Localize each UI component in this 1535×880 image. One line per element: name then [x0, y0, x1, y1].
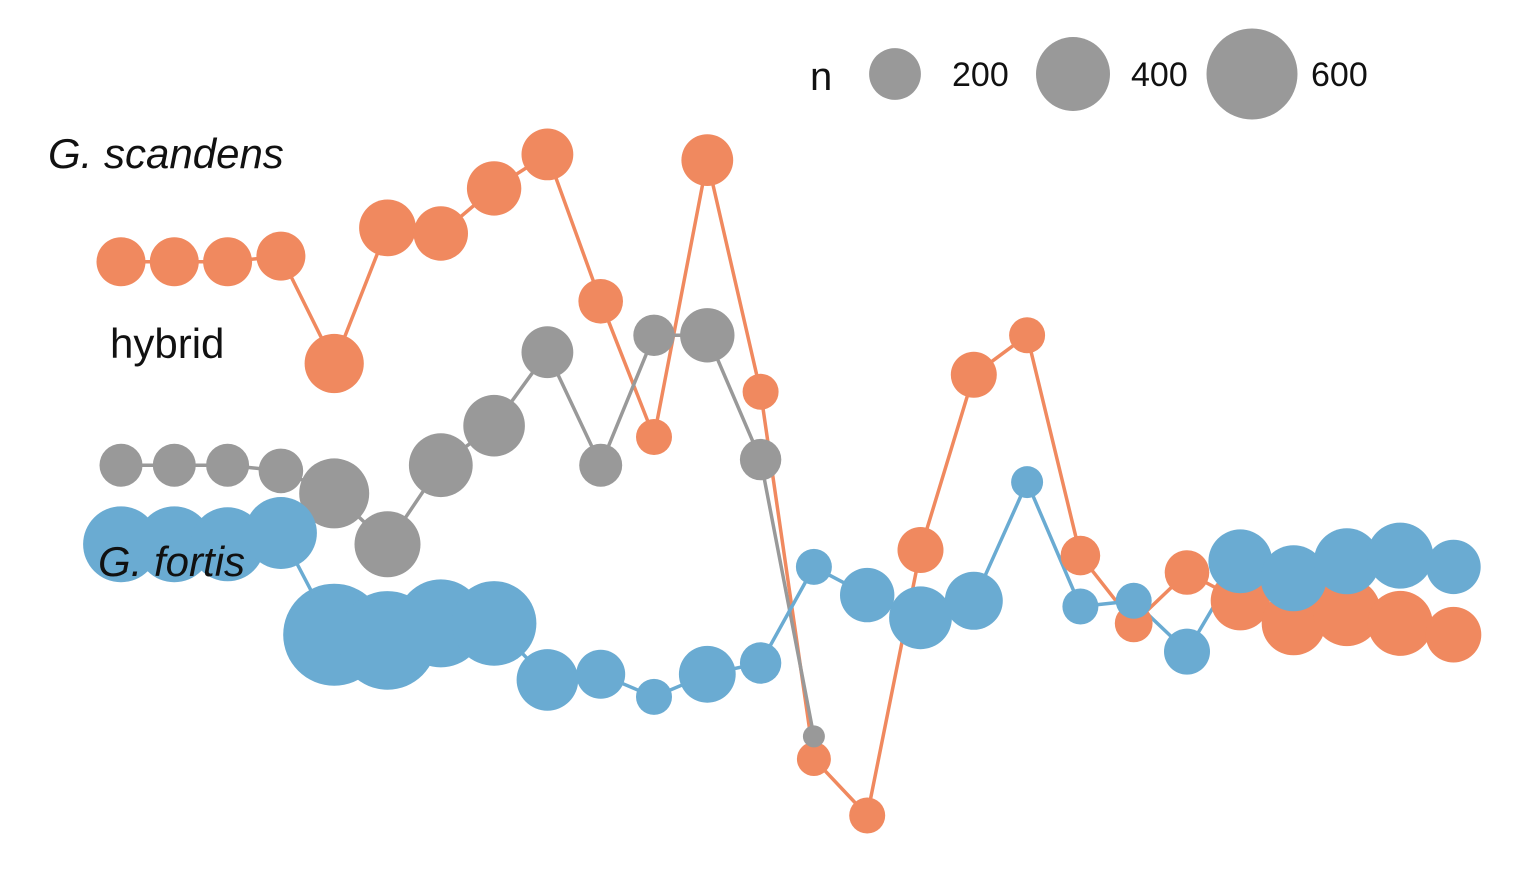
data-point-g-fortis-14 [795, 548, 832, 585]
data-point-g-scandens-9 [521, 128, 574, 181]
data-point-g-fortis-9 [516, 649, 579, 711]
data-point-hybrid-14 [802, 725, 825, 748]
data-point-g-fortis-4 [244, 497, 317, 569]
data-point-g-scandens-23 [1261, 591, 1326, 656]
series-label-g-fortis: G. fortis [98, 538, 245, 585]
data-point-g-fortis-8 [451, 581, 537, 666]
data-point-hybrid-8 [463, 394, 525, 457]
size-legend-circle-200 [869, 48, 921, 100]
data-point-g-fortis-16 [889, 586, 952, 650]
size-legend-circle-600 [1206, 28, 1298, 120]
data-point-g-fortis-26 [1426, 539, 1481, 595]
data-point-hybrid-6 [354, 511, 421, 578]
size-legend-title: n [810, 55, 832, 99]
data-point-g-fortis-15 [840, 567, 895, 623]
data-point-g-scandens-7 [413, 206, 468, 261]
data-point-g-scandens-25 [1367, 590, 1433, 656]
data-point-hybrid-13 [739, 438, 782, 481]
data-point-g-scandens-21 [1164, 550, 1210, 595]
data-point-g-fortis-11 [636, 678, 672, 715]
data-point-hybrid-5 [299, 458, 370, 529]
data-point-hybrid-9 [521, 326, 574, 379]
data-point-g-fortis-2 [136, 506, 213, 583]
size-legend-label-600: 600 [1311, 56, 1368, 94]
data-point-hybrid-3 [206, 443, 250, 487]
data-point-g-fortis-17 [944, 571, 1003, 630]
data-point-g-scandens-14 [796, 742, 831, 776]
data-point-g-fortis-12 [678, 645, 736, 703]
data-point-g-scandens-8 [466, 161, 522, 216]
series-label-g-scandens: G. scandens [48, 130, 284, 177]
data-point-hybrid-1 [99, 443, 143, 487]
data-point-g-scandens-1 [96, 237, 146, 287]
data-point-g-scandens-6 [359, 199, 416, 257]
data-point-hybrid-7 [408, 433, 473, 498]
series-points [83, 128, 1482, 834]
data-point-g-scandens-15 [849, 797, 886, 834]
data-point-g-scandens-26 [1425, 606, 1482, 663]
data-point-g-fortis-1 [83, 506, 159, 583]
data-point-g-fortis-25 [1367, 522, 1434, 589]
data-point-g-scandens-2 [149, 237, 199, 287]
size-legend-label-400: 400 [1131, 56, 1188, 94]
data-point-g-fortis-20 [1115, 582, 1152, 619]
data-point-g-scandens-5 [304, 333, 364, 394]
data-point-g-scandens-17 [950, 351, 997, 398]
data-point-hybrid-11 [633, 314, 675, 356]
data-point-g-fortis-13 [739, 642, 782, 684]
data-point-hybrid-4 [258, 448, 304, 494]
data-point-hybrid-12 [680, 308, 735, 363]
data-point-g-scandens-3 [203, 237, 253, 287]
data-point-g-fortis-23 [1260, 545, 1327, 612]
data-point-hybrid-10 [579, 443, 623, 487]
data-point-g-scandens-12 [681, 134, 734, 187]
data-point-g-fortis-18 [1011, 466, 1044, 499]
size-legend: n 200 400 600 [810, 28, 1368, 120]
data-point-g-scandens-16 [897, 527, 944, 573]
data-point-g-scandens-10 [578, 279, 623, 324]
data-point-g-scandens-18 [1009, 317, 1046, 354]
data-point-g-fortis-24 [1313, 528, 1380, 595]
size-legend-circle-400 [1036, 37, 1110, 111]
data-point-g-fortis-19 [1062, 588, 1099, 625]
data-point-g-scandens-11 [636, 419, 672, 455]
data-point-g-fortis-10 [576, 649, 626, 699]
data-point-g-scandens-24 [1312, 578, 1381, 647]
data-point-g-scandens-13 [742, 373, 779, 410]
data-point-hybrid-2 [152, 443, 196, 487]
data-point-g-scandens-19 [1060, 535, 1101, 576]
series-label-hybrid: hybrid [110, 320, 224, 367]
data-point-g-scandens-4 [256, 231, 306, 281]
size-legend-label-200: 200 [952, 56, 1009, 94]
data-point-g-fortis-21 [1164, 628, 1210, 675]
size-legend-entries: 200 400 600 [869, 28, 1368, 120]
data-point-g-fortis-22 [1208, 529, 1273, 594]
